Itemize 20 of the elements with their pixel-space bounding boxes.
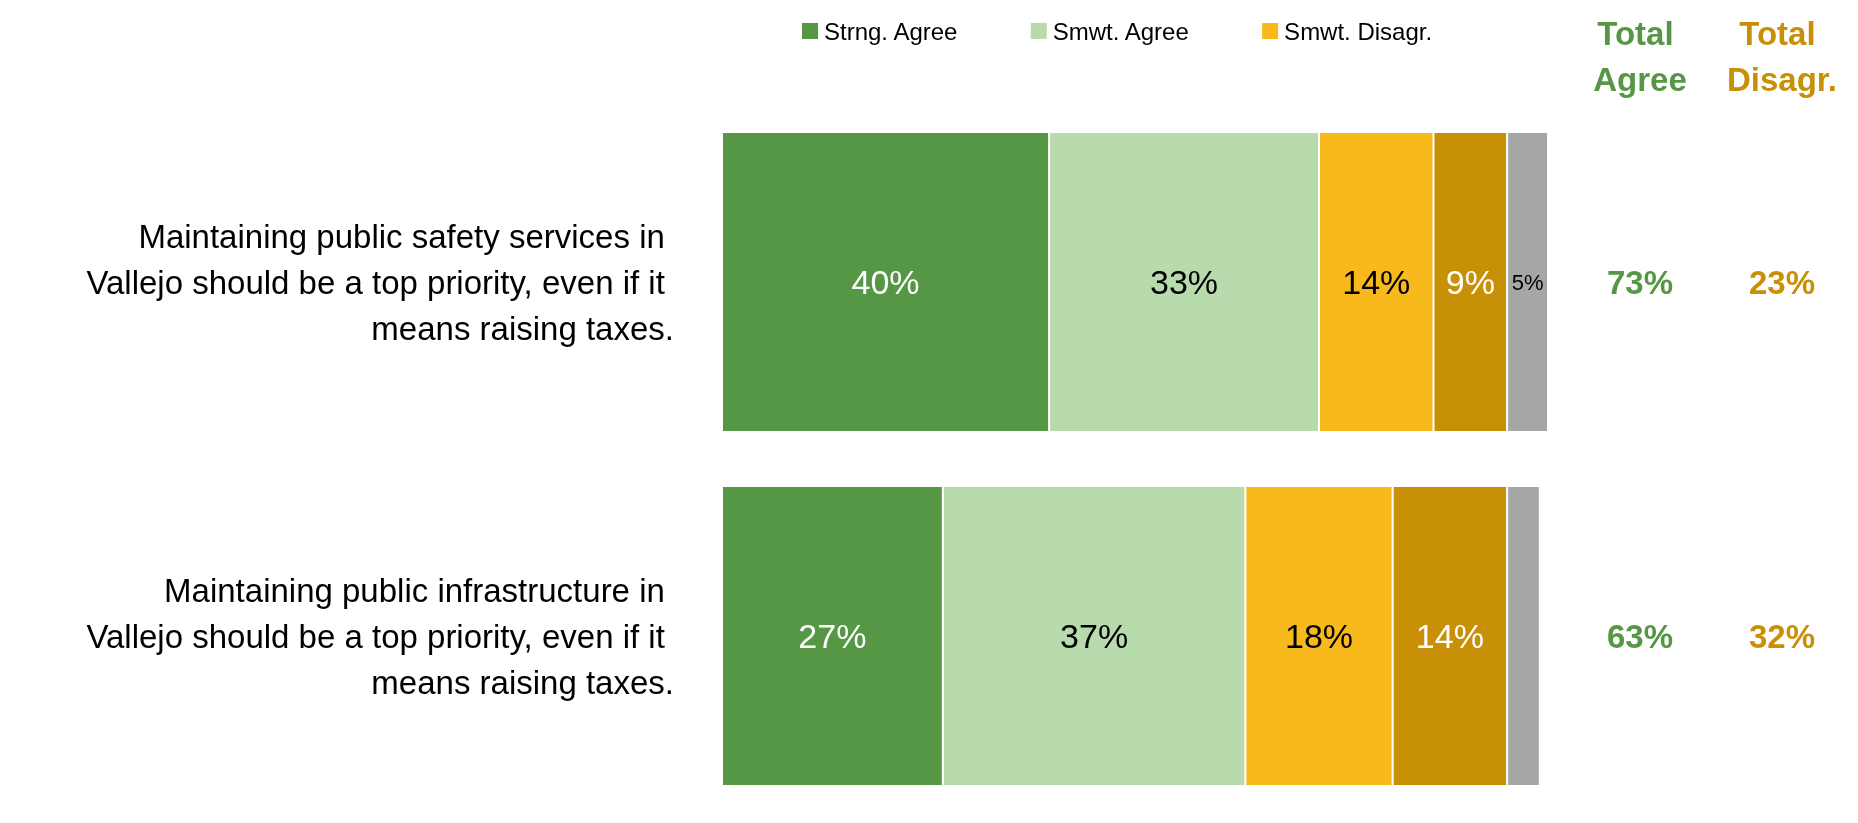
- text: 73%: [1606, 263, 1674, 301]
- y-tick-label: Maintaining public infrastructure in Vallejo should be a top priority, even if it means raising taxes.: [86, 571, 674, 701]
- text: 23%: [1748, 263, 1816, 301]
- text: Total Disagr.: [1726, 14, 1838, 98]
- data-label: 5%: [1511, 269, 1544, 295]
- text: 32%: [1748, 617, 1816, 655]
- y-tick-label: Maintaining public safety services in Vallejo should be a top priority, even if it means raising taxes.: [86, 217, 674, 347]
- data-label: 33%: [1150, 263, 1219, 301]
- data-label: 14%: [1342, 263, 1411, 301]
- text: Total Agree: [1593, 14, 1687, 98]
- data-label: 14%: [1415, 617, 1484, 655]
- data-label: 37%: [1060, 617, 1129, 655]
- legend-label: Smwt. Agree: [1052, 17, 1189, 45]
- text: 63%: [1606, 617, 1674, 655]
- legend-label: Smwt. Disagr.: [1284, 17, 1433, 45]
- data-label: 40%: [851, 263, 920, 301]
- data-label: 27%: [798, 617, 867, 655]
- data-label: 18%: [1284, 617, 1354, 655]
- data-label: 9%: [1445, 263, 1495, 301]
- legend-label: Strng. Agree: [824, 17, 958, 45]
